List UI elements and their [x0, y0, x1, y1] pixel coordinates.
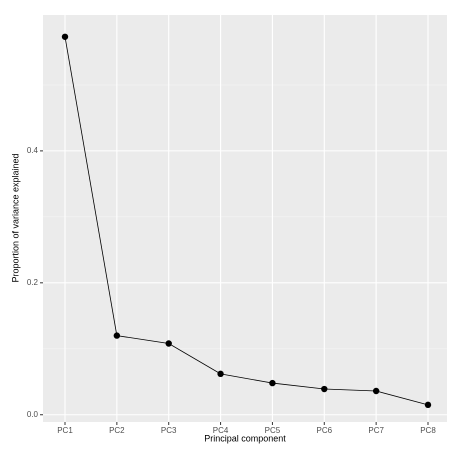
x-tick-label: PC5	[265, 426, 281, 435]
data-point	[61, 33, 69, 40]
data-line	[64, 36, 429, 406]
x-tick-label: PC8	[420, 426, 436, 435]
data-point	[165, 340, 172, 347]
x-tick-label: PC2	[109, 426, 125, 435]
y-tick-label: 0.2	[27, 278, 39, 287]
grid	[43, 15, 447, 422]
y-axis-title: Proportion of variance explained	[10, 153, 20, 282]
x-tick-label: PC1	[57, 426, 73, 435]
data-point	[269, 379, 276, 387]
x-axis-title: Principal component	[204, 433, 286, 443]
marks	[61, 33, 432, 409]
data-point	[217, 370, 224, 378]
x-tick-label: PC3	[161, 426, 177, 435]
x-tick-label: PC6	[317, 426, 333, 435]
panel	[43, 15, 447, 422]
data-point	[372, 387, 380, 395]
data-point	[321, 385, 328, 393]
x-tick-label: PC4	[213, 426, 229, 435]
x-tick-label: PC7	[368, 426, 384, 435]
y-tick-label: 0.0	[27, 410, 39, 419]
data-point	[424, 401, 432, 409]
y-tick-label: 0.4	[27, 146, 39, 155]
data-point	[113, 332, 121, 339]
